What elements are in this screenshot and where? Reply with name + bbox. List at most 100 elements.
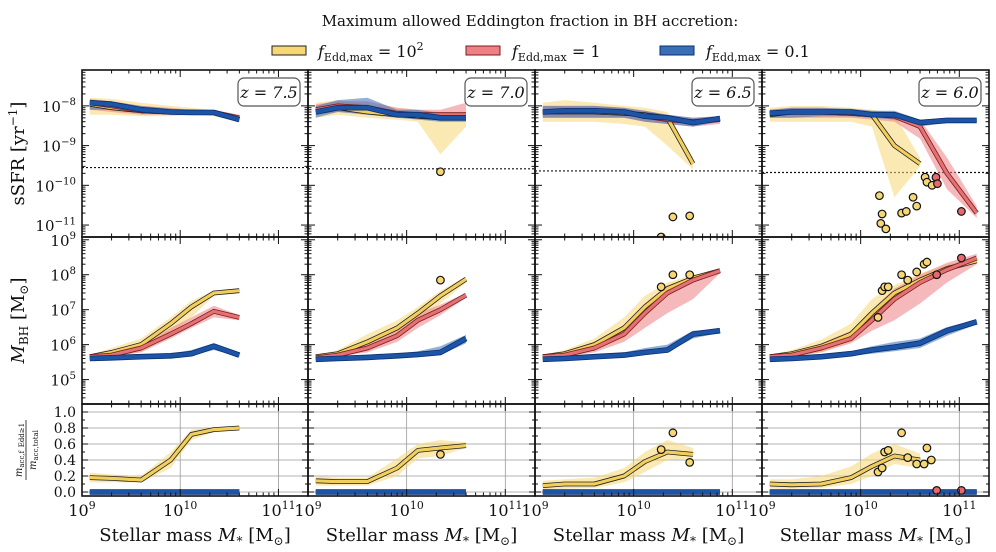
median-line-blue: [315, 105, 466, 120]
x-tick-label: 1010: [617, 499, 651, 520]
legend-title: Maximum allowed Eddington fraction in BH…: [322, 12, 739, 30]
data-point: [908, 192, 918, 202]
panels: z = 7.5 z = 7.0 z = 6.5 z = 6.0: [81, 69, 990, 497]
x-tick-label: 1011: [261, 499, 295, 520]
median-outline-yellow: [89, 425, 240, 483]
data-point: [883, 282, 893, 292]
y-tick-label: 10−9: [42, 137, 76, 156]
plot-area: [542, 268, 721, 363]
band-yellow: [89, 288, 240, 359]
ticks: [307, 69, 536, 238]
frac-numerator: macc,f_Edd≥1: [14, 423, 26, 477]
data-point: [932, 486, 942, 495]
y-tick-label: 10−10: [35, 177, 76, 196]
data-point: [932, 270, 942, 280]
data-point: [912, 459, 922, 469]
plot-area: [769, 253, 978, 363]
data-point: [956, 486, 966, 495]
data-point: [668, 270, 678, 280]
data-point: [903, 275, 913, 285]
x-axis-label: Stellar mass M* [M⊙]: [326, 525, 518, 548]
y-tick-label: 107: [50, 301, 76, 320]
data-point: [912, 201, 922, 211]
data-point: [877, 209, 887, 219]
plot-area: [535, 100, 762, 237]
median-line-red: [542, 269, 721, 359]
legend-label: fEdd,max = 102: [317, 40, 424, 64]
y-tick-label: 0.2: [54, 469, 76, 485]
redshift-badge: z = 6.5: [691, 77, 755, 107]
plot-area: [89, 288, 241, 362]
panel-z-3: z = 6.5: [534, 69, 763, 497]
y-tick-label: 0.8: [54, 421, 76, 437]
x-tick-label: 109: [748, 499, 775, 520]
median-line-blue: [542, 108, 721, 125]
band-red: [315, 293, 466, 360]
ticks: [81, 404, 309, 496]
data-point: [933, 179, 942, 189]
redshift-label: z = 7.0: [466, 83, 524, 102]
x-tick-label: 109: [521, 499, 548, 520]
axis-labels: 10−810−910−1010−111091081071061051.00.80…: [6, 97, 976, 548]
y-tick-label: 0.6: [54, 437, 76, 453]
plot-area: [762, 404, 989, 496]
panel-z-2: z = 7.0: [307, 69, 536, 497]
badge-box: [918, 77, 982, 107]
plot-area: [82, 404, 308, 496]
y-tick-label: 1.0: [54, 405, 76, 421]
subplot-frac: [307, 403, 536, 497]
subplot-frac: [761, 403, 990, 497]
median-line-yellow: [89, 289, 240, 359]
data-point: [656, 445, 666, 455]
y-axis-label-frac: macc,f_Edd≥1 macc,total: [14, 420, 40, 480]
badge-box: [464, 77, 528, 107]
band-yellow: [89, 426, 240, 483]
y-tick-label: 10−8: [42, 97, 76, 116]
data-point: [685, 211, 695, 221]
plot-area: [82, 97, 308, 169]
x-tick-label: 1011: [715, 499, 749, 520]
subplot-mbh: [534, 236, 763, 405]
axes-frame: [761, 403, 990, 497]
data-point: [656, 282, 666, 292]
y-tick-label: 0.0: [54, 485, 76, 501]
y-tick-label: 0.4: [54, 453, 76, 469]
legend-label: fEdd,max = 0.1: [705, 42, 810, 64]
band-yellow: [542, 440, 693, 490]
median-line-blue: [769, 319, 978, 362]
y-tick-label: 106: [50, 336, 76, 355]
plot-area: [308, 404, 535, 496]
redshift-badge: z = 7.5: [237, 77, 301, 107]
panel-z-4: z = 6.0: [761, 69, 990, 497]
subplot-mbh: [81, 236, 309, 405]
plot-area: [762, 105, 989, 234]
y-tick-label: 10−11: [35, 216, 76, 235]
plot-area: [308, 97, 535, 177]
ticks: [534, 404, 763, 496]
data-point: [881, 224, 891, 234]
x-tick-label: 1010: [844, 499, 878, 520]
subplot-mbh: [307, 236, 536, 405]
redshift-badge: z = 6.0: [918, 77, 982, 107]
y-axis-label-mbh: MBH [M⊙]: [8, 277, 31, 364]
data-point: [919, 459, 929, 469]
x-tick-label: 1010: [390, 499, 424, 520]
badge-box: [237, 77, 301, 107]
data-point: [883, 446, 893, 455]
data-point: [436, 167, 445, 177]
median-line-yellow: [89, 426, 240, 482]
data-point: [877, 463, 887, 473]
subplot-ssfr: z = 7.0: [307, 69, 536, 238]
band-yellow: [769, 258, 977, 359]
redshift-label: z = 6.0: [920, 83, 978, 102]
subplot-mbh: [761, 236, 990, 405]
x-tick-label: 109: [68, 499, 95, 520]
data-point: [903, 453, 913, 463]
data-point: [901, 207, 911, 216]
band-yellow: [769, 444, 920, 489]
x-tick-label: 109: [294, 499, 321, 520]
legend-swatch: [465, 45, 501, 56]
data-point: [956, 253, 966, 263]
data-point: [912, 267, 922, 277]
redshift-label: z = 7.5: [239, 83, 297, 102]
